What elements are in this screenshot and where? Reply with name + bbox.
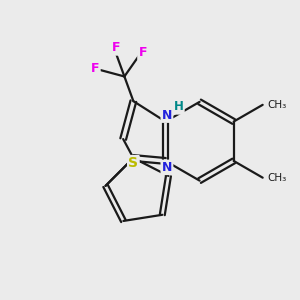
Text: CH₃: CH₃: [267, 100, 286, 110]
Text: F: F: [139, 46, 147, 59]
Text: N: N: [162, 161, 172, 174]
Text: CH₃: CH₃: [267, 173, 286, 183]
Text: F: F: [91, 62, 100, 75]
Text: S: S: [128, 156, 138, 170]
Text: H: H: [174, 100, 184, 113]
Text: N: N: [162, 109, 172, 122]
Text: F: F: [112, 41, 120, 54]
